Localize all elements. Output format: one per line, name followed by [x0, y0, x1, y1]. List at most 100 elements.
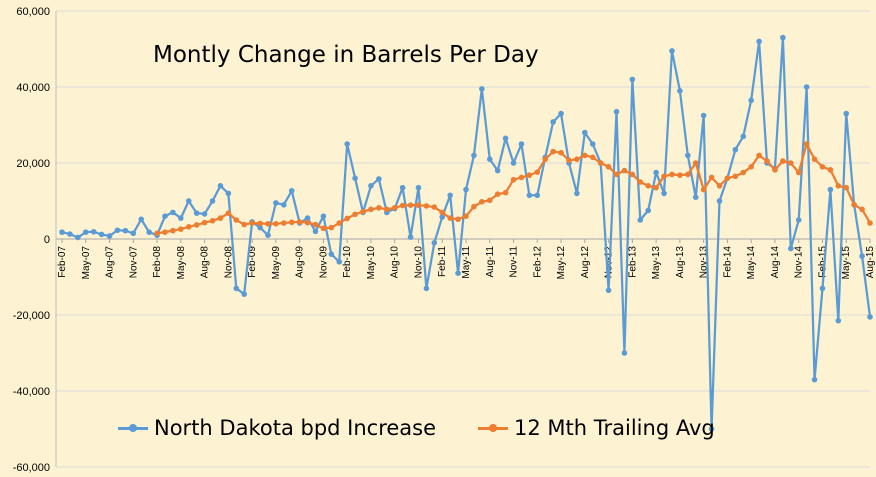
data-point	[502, 135, 509, 142]
data-point	[209, 217, 216, 224]
data-point	[178, 215, 184, 221]
data-point	[819, 164, 826, 170]
data-point	[827, 186, 834, 193]
data-point	[787, 160, 794, 166]
data-point	[732, 146, 739, 153]
x-tick-label: May-12	[556, 246, 567, 280]
data-point	[550, 148, 556, 155]
data-point	[281, 220, 287, 226]
x-tick-label: Nov-11	[509, 246, 520, 278]
data-point	[867, 314, 873, 320]
data-point	[344, 215, 350, 222]
legend: North Dakota bpd Increase 12 Mth Trailin…	[118, 416, 757, 440]
data-point	[795, 169, 802, 176]
data-point	[217, 183, 224, 189]
data-point	[867, 220, 873, 226]
data-point	[312, 221, 319, 228]
data-point	[455, 270, 461, 277]
data-point	[471, 203, 477, 210]
data-point	[344, 141, 350, 147]
data-point	[368, 183, 374, 189]
data-point	[162, 213, 168, 219]
data-point	[708, 174, 715, 181]
data-point	[233, 217, 240, 223]
x-tick-label: Feb-14	[722, 246, 733, 278]
data-point	[320, 213, 327, 219]
data-point	[233, 285, 240, 292]
data-point	[415, 202, 422, 208]
data-point	[209, 198, 216, 204]
data-point	[534, 169, 541, 175]
data-point	[399, 184, 406, 191]
x-tick-label: May-15	[841, 246, 852, 280]
data-point	[130, 230, 137, 237]
y-tick-label: -20,000	[13, 310, 50, 322]
data-point	[740, 169, 747, 176]
data-point	[692, 160, 699, 166]
data-point	[257, 224, 263, 231]
data-point	[605, 287, 612, 294]
x-tick-label: Aug-13	[675, 246, 686, 279]
data-point	[589, 154, 596, 161]
data-point	[193, 222, 200, 228]
data-point	[756, 38, 762, 45]
data-point	[328, 251, 335, 257]
data-point	[82, 229, 89, 235]
data-point	[637, 217, 644, 223]
data-point	[336, 220, 343, 226]
data-point	[787, 245, 794, 252]
data-point	[558, 149, 564, 156]
data-point	[225, 210, 232, 216]
data-point	[336, 259, 343, 265]
data-point	[415, 184, 422, 191]
x-tick-label: Feb-10	[342, 246, 353, 278]
data-point	[780, 34, 786, 41]
x-tick-label: Nov-13	[699, 246, 710, 279]
y-tick-label: 40,000	[16, 82, 50, 94]
data-point	[273, 200, 279, 206]
legend-item-trailing-avg: 12 Mth Trailing Avg	[478, 416, 715, 440]
y-tick-label: -60,000	[13, 462, 50, 474]
data-point	[352, 175, 358, 181]
data-point	[328, 224, 335, 231]
data-point	[178, 226, 184, 232]
data-point	[811, 376, 818, 383]
x-tick-label: May-07	[81, 246, 92, 280]
data-point	[288, 187, 295, 194]
data-point	[431, 240, 438, 246]
data-point	[122, 227, 129, 234]
data-point	[368, 206, 374, 213]
data-point	[265, 232, 271, 238]
data-point	[574, 190, 580, 197]
x-tick-label: May-11	[461, 246, 472, 279]
data-point	[669, 48, 675, 54]
data-point	[447, 215, 453, 221]
data-point	[756, 152, 762, 159]
data-point	[288, 219, 295, 226]
data-point	[518, 141, 525, 147]
data-point	[494, 191, 501, 197]
data-point	[502, 189, 509, 196]
data-point	[479, 86, 485, 92]
data-point	[526, 172, 533, 178]
data-point	[170, 227, 176, 234]
data-point	[716, 198, 723, 204]
data-point	[589, 141, 596, 147]
data-point	[510, 160, 517, 166]
x-tick-label: Aug-12	[580, 246, 591, 279]
data-point	[843, 110, 850, 117]
data-point	[225, 190, 232, 197]
data-point	[645, 207, 651, 214]
data-point	[558, 110, 564, 117]
data-point	[75, 234, 81, 241]
data-point	[304, 219, 311, 226]
data-point	[463, 186, 469, 193]
x-tick-label: Aug-10	[390, 246, 401, 279]
data-point	[732, 173, 739, 180]
data-point	[780, 158, 786, 164]
data-point	[605, 164, 612, 170]
x-tick-label: Feb-09	[247, 246, 258, 278]
data-point	[772, 167, 778, 173]
data-point	[296, 219, 303, 225]
